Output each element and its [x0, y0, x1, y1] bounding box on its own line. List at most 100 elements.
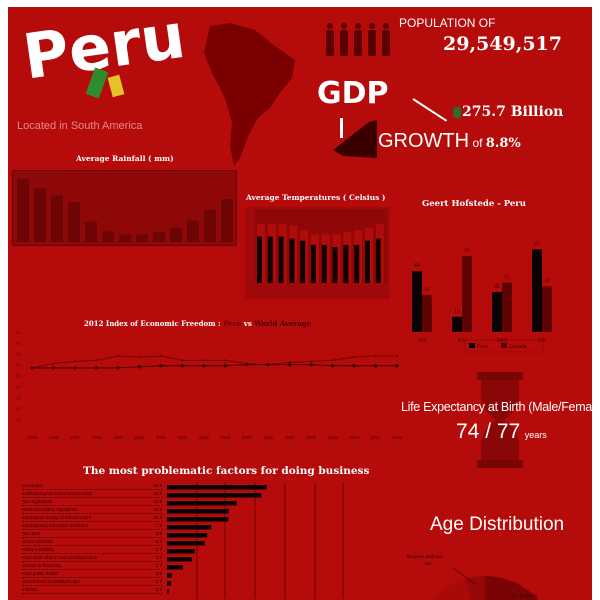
factor-value: 2.7 — [155, 563, 162, 568]
freedom-point — [52, 362, 55, 365]
hofstede-value-label: 16 — [454, 309, 460, 315]
freedom-x-tick: 2009 — [328, 435, 339, 440]
rainfall-bar — [102, 231, 114, 242]
factor-value: 0.7 — [155, 579, 162, 584]
rainfall-bar — [187, 220, 199, 242]
age-slice-65-plus — [465, 576, 485, 600]
temperature-bar — [267, 236, 273, 283]
age-label-0-14: 0 - 14 years — [513, 593, 538, 598]
freedom-point — [266, 363, 270, 367]
south-america-map-icon — [204, 23, 295, 166]
freedom-point — [73, 360, 77, 363]
rainfall-bar — [34, 188, 46, 242]
rainfall-bar — [119, 234, 131, 242]
country-title: Peru — [19, 0, 195, 124]
economic-freedom-chart: 10 20 30 40 50 60 70 80 90 1995 1996 1997 1998 1999 20… — [16, 330, 402, 440]
factor-bar — [167, 541, 205, 546]
freedom-point — [94, 366, 99, 370]
factor-label: Tax regulations — [22, 499, 53, 504]
factor-bar — [167, 533, 208, 538]
freedom-point — [352, 364, 356, 368]
freedom-point — [310, 360, 313, 363]
freedom-title: 2012 Index of Economic Freedom : Peru vs… — [84, 319, 311, 328]
freedom-x-tick: 2001 — [156, 435, 167, 440]
temperature-bar — [257, 236, 262, 283]
factor-row: Inadequately educated workforce 7.5 — [22, 523, 162, 530]
population-value: 29,549,517 — [443, 33, 562, 55]
factor-row: Tax regulations 11.8 — [22, 499, 162, 506]
factor-row: Policy instability 4.7 — [22, 547, 162, 554]
freedom-point — [374, 354, 377, 358]
growth-chart-icon — [333, 120, 377, 158]
temperature-bar — [365, 240, 370, 283]
freedom-point — [245, 363, 249, 367]
temperature-bar — [311, 244, 316, 283]
hofstede-value-label: 80 — [464, 248, 470, 254]
factor-value: 6.4 — [155, 539, 162, 544]
freedom-x-tick: 2010 — [349, 435, 360, 440]
hofstede-value-label: 48 — [544, 278, 550, 284]
rainfall-bar — [17, 178, 29, 242]
dollar-icon — [453, 107, 461, 118]
factor-row: Corruption 16.9 — [22, 483, 162, 490]
factor-label: Poor public health — [22, 571, 59, 576]
life-expectancy-label: Life Expectancy at Birth (Male/Female) : — [401, 400, 600, 414]
freedom-point — [137, 365, 141, 369]
factor-value: 11.8 — [153, 499, 162, 504]
factor-value: 6.8 — [155, 531, 162, 536]
age-label-65-pct: 6% — [425, 561, 432, 566]
factor-bar — [167, 565, 183, 570]
temperature-bar — [332, 247, 338, 283]
factor-value: 0.3 — [155, 587, 162, 592]
freedom-x-tick: 2003 — [199, 435, 210, 440]
factor-row: Inflation 0.3 — [22, 587, 162, 594]
freedom-line-peru — [31, 355, 397, 369]
factor-label: Restrictive labor regulations — [22, 507, 78, 512]
factor-label: Tax rates — [22, 531, 41, 536]
rainfall-bar — [136, 234, 148, 242]
freedom-point — [223, 364, 227, 368]
freedom-point — [51, 366, 56, 370]
freedom-x-tick: 1996 — [48, 435, 59, 440]
hofstede-legend — [464, 339, 544, 353]
hofstede-bar — [422, 294, 432, 332]
factor-label: Access to financing — [22, 563, 61, 568]
hofstede-category-label: PDI — [418, 338, 426, 344]
factor-row: Inefficient government bureaucracy 16.0 — [22, 491, 162, 498]
freedom-y-tick: 80 — [16, 341, 22, 346]
freedom-point — [288, 363, 292, 367]
rainfall-plot-area — [12, 170, 237, 246]
age-slice-0-14 — [485, 576, 539, 600]
hofstede-title: Geert Hofstede - Peru — [422, 199, 526, 209]
freedom-x-tick: 2000 — [134, 435, 145, 440]
freedom-point — [116, 366, 120, 370]
freedom-point — [180, 364, 184, 368]
freedom-point — [330, 364, 335, 368]
hofstede-legend-label: Canada — [509, 344, 527, 350]
freedom-point — [95, 359, 98, 362]
freedom-point — [159, 364, 163, 368]
factor-value: 4.7 — [155, 547, 162, 552]
factor-row: Inadequate supply of infrastructure 10.4 — [22, 515, 162, 522]
age-slice-15-64 — [431, 579, 472, 600]
rainfall-bar — [204, 209, 216, 242]
hofstede-bar — [542, 286, 552, 332]
freedom-point — [116, 354, 119, 358]
factor-label: Poor work ethic in national labor force — [22, 555, 98, 560]
factor-value: 16.9 — [153, 483, 162, 488]
temperature-bar — [300, 240, 306, 283]
factor-label: Government instability/coups — [22, 579, 80, 584]
hofstede-value-label: 39 — [424, 287, 430, 293]
freedom-x-tick: 2006 — [263, 435, 274, 440]
hofstede-category-label: IDV — [458, 338, 467, 344]
factor-label: Inflation — [22, 587, 38, 592]
freedom-title-world: World Average — [254, 319, 312, 328]
factor-row: Tax rates 6.8 — [22, 531, 162, 538]
factor-bar — [167, 525, 212, 530]
freedom-point — [395, 354, 399, 358]
gdp-divider — [340, 118, 343, 138]
freedom-point — [331, 359, 334, 362]
temperature-bar — [278, 236, 284, 283]
hofstede-category-label: MAS — [497, 338, 509, 344]
factor-value: 16.0 — [153, 491, 162, 496]
